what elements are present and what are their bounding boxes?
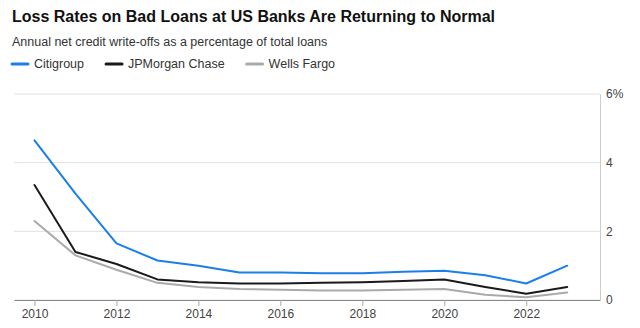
y-axis: 0 2 4 6% (600, 87, 624, 307)
y-tick-label: 4 (606, 156, 613, 170)
legend-swatch (106, 63, 122, 66)
x-tick: 2012 (104, 300, 131, 321)
y-tick-label: 0 (606, 293, 613, 307)
y-tick-label: 6% (606, 87, 624, 101)
x-tick-label: 2020 (431, 307, 458, 321)
grid-line (14, 162, 600, 163)
legend-swatch (247, 63, 263, 66)
series-line (34, 140, 567, 283)
grid-line (14, 94, 600, 95)
y-tick: 2 (600, 225, 613, 239)
grid-line (14, 300, 600, 301)
legend-item: Citigroup (12, 57, 84, 71)
series-line (34, 185, 567, 294)
x-tick-mark (34, 300, 35, 306)
plot: 2010 2012 2014 2016 2018 2020 2022 0 2 4 6% (14, 87, 624, 320)
x-tick: 2010 (22, 300, 49, 321)
x-tick: 2016 (268, 300, 295, 321)
x-tick-mark (280, 300, 281, 306)
x-tick-label: 2010 (22, 307, 49, 321)
x-tick-mark (362, 300, 363, 306)
y-tick: 4 (600, 156, 613, 170)
x-tick-mark (526, 300, 527, 306)
subtitle: Annual net credit write-offs as a percen… (12, 35, 327, 49)
x-tick-mark (198, 300, 199, 306)
x-tick-label: 2018 (349, 307, 376, 321)
legend-label: JPMorgan Chase (128, 57, 225, 71)
y-axis-line (600, 95, 601, 301)
x-tick-label: 2022 (513, 307, 540, 321)
x-tick: 2014 (186, 300, 213, 321)
x-axis-line (15, 300, 601, 301)
x-axis: 2010 2012 2014 2016 2018 2020 2022 (15, 300, 601, 321)
legend: Citigroup JPMorgan Chase Wells Fargo (12, 57, 335, 71)
x-tick-mark (444, 300, 445, 306)
y-tick: 0 (600, 293, 613, 307)
legend-swatch (12, 63, 28, 66)
x-tick-label: 2016 (268, 307, 295, 321)
legend-item: JPMorgan Chase (106, 57, 225, 71)
x-tick-label: 2012 (104, 307, 131, 321)
y-tick-label: 2 (606, 225, 613, 239)
y-tick: 6% (600, 87, 624, 101)
title: Loss Rates on Bad Loans at US Banks Are … (12, 8, 495, 25)
grid-line (14, 231, 600, 232)
x-tick-mark (116, 300, 117, 306)
lines (34, 140, 567, 297)
legend-item: Wells Fargo (247, 57, 336, 71)
x-tick: 2018 (349, 300, 376, 321)
series-line (34, 221, 567, 297)
legend-label: Wells Fargo (269, 57, 336, 71)
x-tick: 2022 (513, 300, 540, 321)
x-tick-label: 2014 (186, 307, 213, 321)
grid (14, 94, 600, 300)
chart: Loss Rates on Bad Loans at US Banks Are … (0, 0, 640, 328)
x-tick: 2020 (431, 300, 458, 321)
legend-label: Citigroup (34, 57, 84, 71)
